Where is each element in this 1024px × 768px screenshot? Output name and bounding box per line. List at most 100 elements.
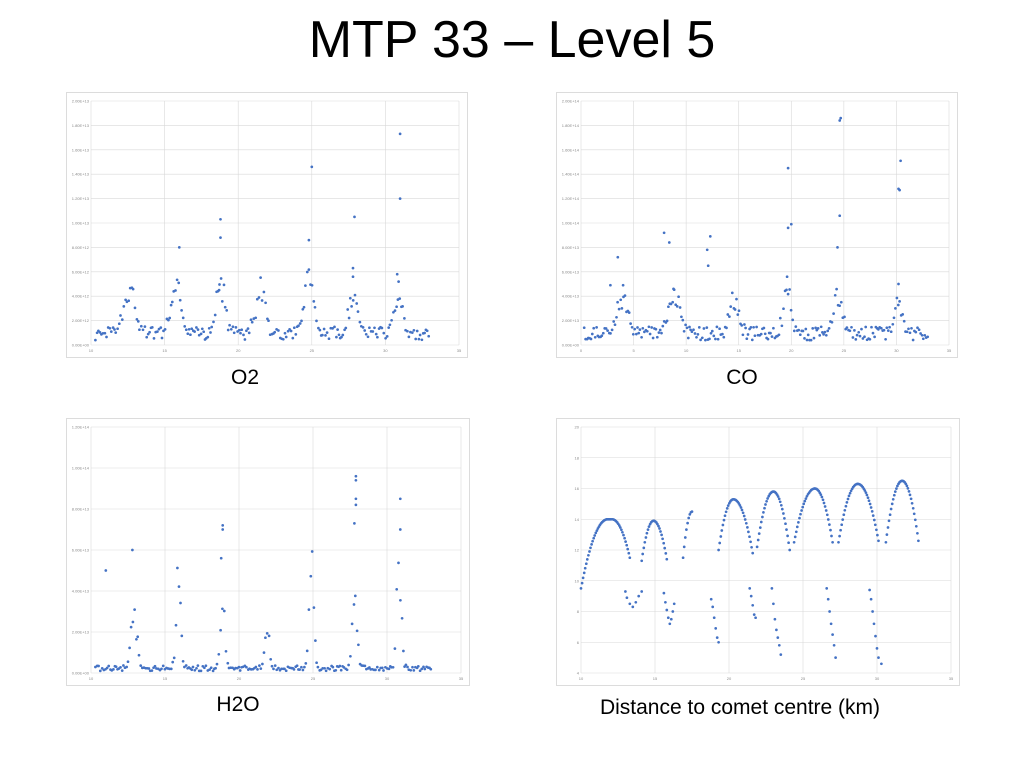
h2o-point — [217, 652, 221, 656]
co-point — [821, 331, 824, 334]
o2-point — [222, 283, 226, 287]
distance-point — [742, 514, 746, 518]
distance-point — [718, 541, 722, 545]
distance-point — [595, 529, 599, 532]
co-point — [708, 235, 712, 238]
co-point — [690, 330, 694, 334]
h2o-point — [196, 664, 200, 667]
distance-point — [592, 536, 596, 540]
h2o-point — [176, 566, 179, 570]
y-tick-label: 1.00E+13 — [72, 221, 90, 226]
distance-point — [712, 616, 716, 620]
co-point — [901, 313, 905, 316]
co-point — [911, 338, 915, 342]
h2o-point — [422, 665, 425, 669]
distance-point — [831, 540, 834, 544]
o2-point — [289, 329, 293, 333]
distance-point — [585, 558, 589, 561]
distance-point — [908, 493, 912, 497]
distance-point — [829, 622, 833, 626]
o2-point — [122, 305, 126, 308]
co-point — [749, 326, 753, 329]
o2-point — [259, 276, 262, 279]
distance-point — [717, 548, 720, 552]
o2-point — [385, 335, 389, 338]
o2-point — [322, 327, 326, 331]
h2o-point — [275, 668, 279, 672]
h2o-point — [193, 668, 197, 672]
o2-point — [310, 165, 314, 169]
x-tick-label: 20 — [727, 676, 732, 681]
co-point — [615, 315, 618, 319]
o2-point — [103, 331, 107, 335]
o2-point — [197, 333, 201, 337]
co-point — [892, 316, 896, 320]
h2o-point — [303, 665, 306, 669]
distance-point — [823, 505, 827, 508]
o2-point — [304, 284, 307, 287]
co-point — [726, 313, 730, 316]
h2o-point — [395, 587, 399, 591]
distance-point — [784, 522, 787, 526]
h2o-point — [100, 667, 104, 670]
distance-point — [870, 510, 874, 513]
h2o-point — [387, 667, 391, 671]
h2o-point — [104, 569, 108, 572]
h2o-point — [183, 665, 186, 669]
distance-point — [877, 539, 880, 543]
co-point — [685, 326, 689, 330]
o2-point — [305, 270, 309, 274]
distance-point — [591, 539, 594, 543]
distance-point — [645, 531, 649, 535]
h2o-point — [199, 669, 203, 673]
distance-point — [747, 530, 750, 534]
h2o-point — [412, 669, 416, 672]
h2o-point — [357, 643, 360, 647]
o2-point — [346, 308, 350, 311]
y-tick-label: 12 — [575, 548, 580, 553]
distance-point — [779, 653, 783, 656]
co-point — [715, 325, 719, 329]
co-point — [888, 325, 891, 329]
distance-point — [775, 628, 778, 632]
co-point — [692, 328, 695, 332]
co-point — [798, 333, 802, 337]
distance-point — [797, 521, 800, 524]
h2o-point — [304, 662, 308, 665]
co-point — [902, 319, 906, 323]
distance-point — [896, 484, 899, 488]
distance-point — [658, 527, 661, 530]
distance-point — [583, 566, 587, 570]
co-point — [845, 326, 849, 329]
o2-point — [234, 326, 238, 329]
distance-point — [804, 497, 808, 500]
x-tick-label: 20 — [789, 348, 794, 353]
y-tick-label: 4.00E+13 — [562, 294, 580, 299]
co-point — [905, 330, 909, 334]
distance-point — [838, 534, 841, 538]
h2o-point — [97, 664, 100, 668]
o2-point — [219, 217, 222, 221]
co-point — [589, 337, 593, 341]
x-tick-label: 30 — [383, 348, 388, 353]
o2-point — [232, 331, 236, 335]
co-point — [654, 327, 658, 331]
co-point — [647, 325, 651, 329]
o2-point — [196, 328, 200, 331]
co-point — [755, 325, 758, 329]
co-point — [601, 331, 605, 335]
h2o-point — [404, 663, 408, 667]
co-point — [609, 332, 612, 335]
o2-point — [414, 337, 418, 341]
distance-point — [841, 518, 845, 521]
y-tick-label: 18 — [575, 455, 580, 460]
distance-point — [720, 529, 724, 532]
distance-point — [620, 528, 623, 532]
co-point — [592, 326, 596, 330]
distance-point — [584, 562, 588, 566]
o2-point — [307, 268, 311, 271]
x-tick-label: 15 — [163, 676, 168, 681]
distance-point — [780, 507, 784, 511]
distance-caption: Distance to comet centre (km) — [599, 696, 881, 719]
o2-point — [163, 328, 167, 331]
